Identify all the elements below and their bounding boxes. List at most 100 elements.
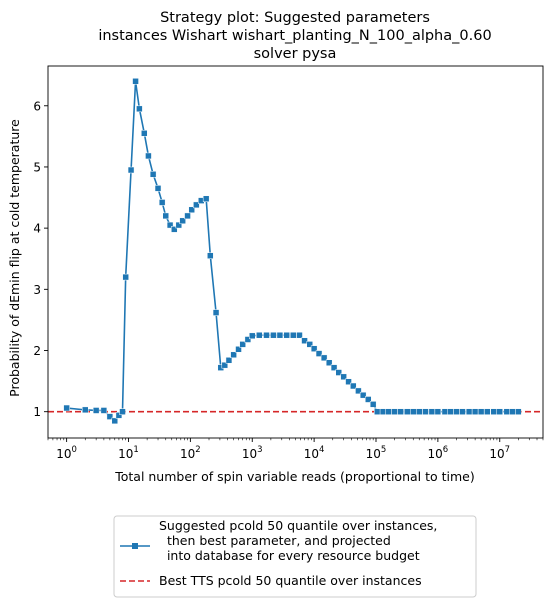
data-point [496, 408, 504, 415]
y-tick-label: 3 [33, 283, 41, 297]
data-point [188, 206, 195, 214]
data-point [249, 332, 256, 340]
data-point [330, 364, 338, 371]
data-point [63, 404, 70, 412]
data-point [416, 408, 423, 415]
data-point [459, 408, 466, 415]
data-point [100, 407, 108, 414]
data-point [270, 331, 277, 339]
data-point [355, 387, 362, 395]
data-point [111, 417, 119, 425]
data-point [127, 166, 135, 174]
data-point [320, 354, 328, 362]
x-tick-label: 102 [180, 445, 201, 461]
chart-title-line: instances Wishart wishart_planting_N_100… [98, 28, 491, 44]
data-point [290, 331, 297, 339]
data-point [509, 408, 516, 415]
y-tick-label: 2 [33, 344, 41, 358]
data-point [447, 408, 454, 415]
data-point [154, 185, 162, 192]
data-point [141, 130, 148, 137]
data-point [397, 408, 404, 415]
y-tick-label: 6 [33, 99, 41, 113]
legend-series-label: Suggested pcold 50 quantile over instanc… [159, 518, 437, 563]
x-tick-label: 101 [118, 445, 139, 461]
data-point [503, 408, 511, 415]
data-point [335, 369, 342, 376]
data-point [379, 408, 387, 415]
data-point [179, 217, 186, 225]
data-point [428, 408, 436, 415]
data-point [365, 396, 372, 403]
data-point [212, 309, 220, 316]
data-point [306, 341, 314, 348]
data-point [453, 408, 460, 415]
x-tick-label: 103 [242, 445, 263, 461]
legend-box [113, 515, 477, 598]
data-point [166, 221, 174, 229]
x-tick-label: 106 [428, 445, 449, 461]
data-point [296, 331, 303, 339]
x-tick-label: 104 [304, 445, 325, 461]
data-point [340, 373, 347, 381]
x-tick-label: 105 [366, 445, 387, 461]
data-point [132, 78, 139, 85]
data-point [193, 201, 200, 209]
data-point [149, 171, 157, 178]
data-point [484, 408, 491, 415]
data-point [465, 408, 473, 415]
data-point [162, 212, 170, 220]
data-point [207, 252, 214, 259]
data-point [230, 351, 237, 359]
data-point [410, 408, 417, 415]
data-point [391, 408, 398, 415]
y-tick-label: 1 [33, 405, 41, 419]
y-axis: 1 2 3 4 5 6 [33, 99, 48, 419]
legend-series-marker [132, 543, 138, 549]
data-point [119, 408, 126, 415]
data-point [422, 408, 429, 415]
data-point [239, 341, 246, 348]
data-point [310, 345, 318, 352]
x-tick-label: 100 [56, 445, 77, 461]
data-point [276, 331, 284, 339]
data-point [235, 346, 242, 353]
data-point [256, 331, 263, 339]
data-point [471, 408, 479, 415]
x-axis: 100 101 102 103 104 105 106 107 [47, 438, 544, 461]
data-point [225, 357, 233, 364]
y-axis-label: Probability of dEmin flip at cold temper… [7, 119, 22, 397]
data-point [184, 212, 191, 220]
data-point [244, 336, 252, 343]
data-point [263, 331, 270, 339]
data-point [369, 401, 377, 408]
y-tick-label: 5 [33, 160, 41, 174]
data-point [301, 337, 308, 344]
data-point [202, 195, 210, 203]
data-point [359, 391, 367, 399]
data-point [92, 407, 100, 414]
series-line [66, 81, 519, 423]
data-point [171, 226, 178, 233]
chart-title-line: solver pysa [254, 46, 337, 62]
data-point [283, 331, 290, 339]
data-point [136, 105, 143, 113]
data-point [106, 413, 114, 420]
data-point [325, 359, 333, 366]
x-axis-label: Total number of spin variable reads (pro… [114, 469, 475, 484]
y-tick-label: 4 [33, 222, 41, 236]
data-point [385, 408, 392, 415]
legend: Suggested pcold 50 quantile over instanc… [113, 515, 477, 598]
data-point [122, 273, 129, 281]
plot-frame [47, 65, 544, 439]
plot-area [47, 65, 544, 439]
chart-title: Strategy plot: Suggested parameters insta… [98, 10, 491, 62]
data-point [175, 221, 183, 229]
data-point [477, 408, 485, 415]
data-point [158, 199, 166, 206]
data-point [515, 408, 522, 415]
data-point [434, 408, 442, 415]
data-point [345, 378, 352, 385]
data-point [374, 408, 381, 415]
